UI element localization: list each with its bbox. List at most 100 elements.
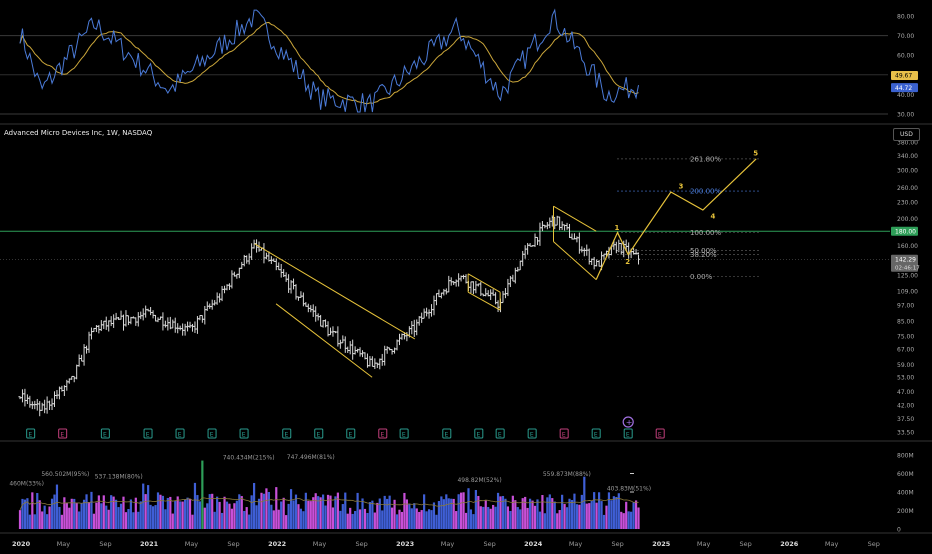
- chart-title: Advanced Micro Devices Inc, 1W, NASDAQ: [4, 129, 153, 137]
- volume-bar: [610, 500, 613, 529]
- volume-bar: [176, 496, 179, 529]
- earnings-icon: [143, 428, 153, 439]
- volume-bar: [186, 497, 189, 529]
- price-tick-label: 67.00: [897, 347, 914, 354]
- volume-bar: [218, 501, 221, 529]
- rsi-line: [19, 8, 640, 113]
- volume-bar: [479, 506, 482, 529]
- wave-label-1: 1: [615, 224, 620, 232]
- price-tick-label: 42.00: [897, 402, 914, 409]
- volume-callout: 560.502M(95%): [41, 471, 89, 478]
- add-event-label: +: [626, 418, 633, 427]
- earnings-label: E: [103, 432, 107, 439]
- rsi-badge-label: 44.72: [895, 85, 912, 92]
- wave-label-4: 4: [711, 212, 716, 220]
- volume-bar: [58, 506, 61, 529]
- volume-bar: [223, 496, 226, 529]
- volume-bar: [265, 488, 268, 529]
- volume-bar: [124, 512, 128, 529]
- earnings-label: E: [242, 432, 246, 439]
- add-event-icon: [622, 416, 634, 428]
- volume-bar: [28, 514, 31, 529]
- volume-bar: [270, 504, 273, 529]
- volume-bar: [68, 507, 71, 529]
- volume-bar: [494, 506, 497, 529]
- volume-callout: 403.83M(51%): [607, 486, 651, 493]
- volume-bar: [630, 511, 633, 529]
- volume-bar: [410, 508, 413, 529]
- volume-bar: [381, 510, 384, 529]
- volume-bar: [625, 501, 628, 529]
- volume-bar: [627, 511, 630, 529]
- earnings-label: E: [658, 432, 662, 439]
- volume-bar: [590, 500, 593, 529]
- volume-bar: [538, 511, 542, 529]
- volume-tick-label: 200M: [897, 508, 914, 515]
- volume-bar: [415, 508, 418, 529]
- volume-bar: [171, 513, 174, 529]
- volume-bar: [551, 498, 554, 529]
- volume-callout: 498.82M(52%): [457, 477, 501, 484]
- volume-bar: [230, 508, 234, 529]
- fib-level-261-label: 261.80%: [690, 155, 721, 163]
- volume-bar: [43, 505, 46, 529]
- volume-bar: [70, 498, 73, 529]
- earnings-label: E: [60, 432, 64, 439]
- price-tick-label: 59.00: [897, 362, 914, 369]
- volume-bar: [92, 513, 96, 529]
- volume-bar: [321, 494, 325, 529]
- volume-tick-label: 600M: [897, 471, 914, 478]
- volume-bar: [307, 500, 310, 529]
- volume-bar: [356, 492, 359, 529]
- x-axis-label: Sep: [612, 540, 624, 548]
- x-axis: 2020 May Sep 2021 May Sep 2022 May Sep 2023 May Sep…: [0, 532, 932, 548]
- volume-bar: [558, 510, 561, 529]
- volume-bar: [358, 509, 362, 529]
- volume-bar: [201, 460, 204, 529]
- volume-bar: [147, 485, 150, 529]
- volume-bar: [484, 500, 487, 529]
- volume-bar: [33, 514, 36, 529]
- volume-bar: [393, 499, 396, 529]
- fib-level-100-label: 100.00%: [690, 229, 721, 237]
- level-badge-label: 180.00: [895, 229, 916, 236]
- volume-bar: [304, 492, 307, 529]
- volume-bar: [257, 498, 261, 529]
- volume-bar: [137, 511, 140, 529]
- volume-bar: [354, 510, 357, 529]
- price-tick-label: 200.00: [897, 216, 918, 223]
- volume-ma-line: [19, 497, 639, 511]
- price-tick-label: 109.00: [897, 289, 918, 296]
- rsi-tick-label: 80.00: [897, 14, 914, 21]
- volume-bar: [386, 498, 389, 529]
- x-axis-label: Sep: [868, 540, 880, 548]
- volume-bar: [285, 515, 288, 529]
- volume-bar: [378, 498, 381, 529]
- volume-bar: [600, 501, 603, 529]
- volume-callout: 537.138M(80%): [95, 473, 143, 480]
- rsi-badge: [891, 83, 918, 93]
- volume-bar: [440, 496, 443, 529]
- volume-bar: [129, 499, 132, 529]
- volume-bar: [383, 495, 386, 529]
- volume-bar: [605, 505, 608, 529]
- volume-bar: [413, 503, 416, 529]
- earnings-icon: [655, 428, 665, 439]
- volume-bar: [312, 497, 315, 529]
- volume-bar: [228, 503, 231, 529]
- earnings-label: E: [146, 432, 150, 439]
- volume-bar: [144, 494, 147, 529]
- x-axis-label: 2022: [268, 540, 286, 548]
- volume-bar: [31, 492, 34, 529]
- price-tick-label: 53.00: [897, 375, 914, 382]
- volume-bar: [292, 500, 295, 529]
- volume-bar: [26, 498, 29, 529]
- volume-bar: [526, 507, 529, 529]
- volume-bar: [211, 493, 214, 529]
- x-axis-label: May: [185, 540, 199, 548]
- currency-button[interactable]: USD: [893, 128, 920, 141]
- volume-bar: [193, 482, 197, 529]
- volume-bar: [319, 497, 322, 529]
- earnings-icon: [442, 428, 452, 439]
